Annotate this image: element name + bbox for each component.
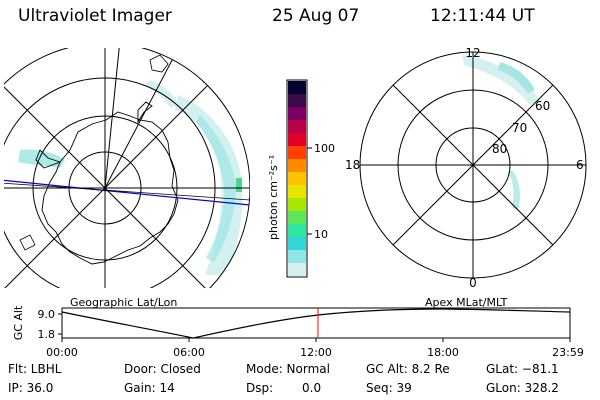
subsolar-track	[4, 179, 250, 206]
magnetic-caption: Apex MLat/MLT	[425, 296, 508, 309]
mlt-label-12: 12	[465, 46, 480, 60]
colorbar-cell	[288, 185, 306, 199]
gain-status: Gain: 14	[124, 381, 175, 395]
filter-status: Flt: LBHL	[8, 362, 62, 376]
dsp-label: Dsp:	[246, 381, 274, 395]
colorbar-cell	[288, 94, 306, 108]
glat-status: GLat: −81.1	[486, 362, 559, 376]
instrument-title: Ultraviolet Imager	[18, 6, 172, 26]
colorbar-cell	[288, 81, 306, 95]
ip-status: IP: 36.0	[8, 381, 54, 395]
altitude-curve	[61, 308, 571, 339]
altitude-plot: 9.0 1.8 GC Alt 00:00 06:00 12:00 18:00 2…	[12, 305, 584, 359]
magnetic-map: 12 0 18 6 60 70 80	[345, 46, 587, 290]
xtick-1200: 12:00	[300, 346, 332, 359]
colorbar-cell	[288, 198, 306, 212]
colorbar-cell	[288, 172, 306, 186]
aurora-emission-left	[18, 80, 243, 275]
colorbar-cell	[288, 146, 306, 160]
date-label: 25 Aug 07	[272, 6, 360, 26]
xtick-0000: 00:00	[46, 346, 78, 359]
mlt-label-18: 18	[345, 158, 360, 172]
geographic-map	[4, 48, 250, 288]
mode-status: Mode: Normal	[246, 362, 330, 376]
mlt-label-6: 6	[576, 158, 584, 172]
dsp-value: 0.0	[302, 381, 322, 395]
colorbar-cell	[288, 107, 306, 121]
colorbar-cell	[288, 159, 306, 173]
gc-alt-status: GC Alt: 8.2 Re	[366, 362, 450, 376]
xtick-1800: 18:00	[427, 346, 459, 359]
door-status: Door: Closed	[124, 362, 201, 376]
colorbar-cell	[288, 224, 306, 238]
colorbar-cell	[288, 120, 306, 134]
altitude-ylabel: GC Alt	[12, 305, 25, 340]
aurora-emission-right	[462, 55, 540, 210]
ytick-9: 9.0	[38, 308, 56, 321]
xtick-2359: 23:59	[552, 346, 584, 359]
colorbar-tick-100: 100	[314, 142, 335, 155]
colorbar-cell	[288, 263, 306, 277]
ytick-1-8: 1.8	[38, 328, 56, 341]
colorbar-tick-10: 10	[314, 228, 328, 241]
time-label: 12:11:44 UT	[430, 6, 535, 26]
mlat-label-80: 80	[492, 142, 507, 156]
mlat-label-70: 70	[512, 121, 527, 135]
mlt-label-0: 0	[469, 276, 477, 290]
colorbar-unit-label: photon cm⁻²s⁻¹	[267, 155, 280, 240]
geographic-caption: Geographic Lat/Lon	[70, 296, 177, 309]
mlat-label-60: 60	[535, 99, 550, 113]
xtick-0600: 06:00	[173, 346, 205, 359]
map-edge-right	[359, 51, 587, 279]
altitude-plot-frame	[61, 307, 571, 339]
colorbar-cell	[288, 237, 306, 251]
colorbar-cell	[288, 211, 306, 225]
colorbar-cell	[288, 133, 306, 147]
glon-status: GLon: 328.2	[486, 381, 559, 395]
colorbar-cell	[288, 250, 306, 264]
seq-status: Seq: 39	[366, 381, 412, 395]
color-bar: 100 10 photon cm⁻²s⁻¹	[267, 79, 335, 278]
